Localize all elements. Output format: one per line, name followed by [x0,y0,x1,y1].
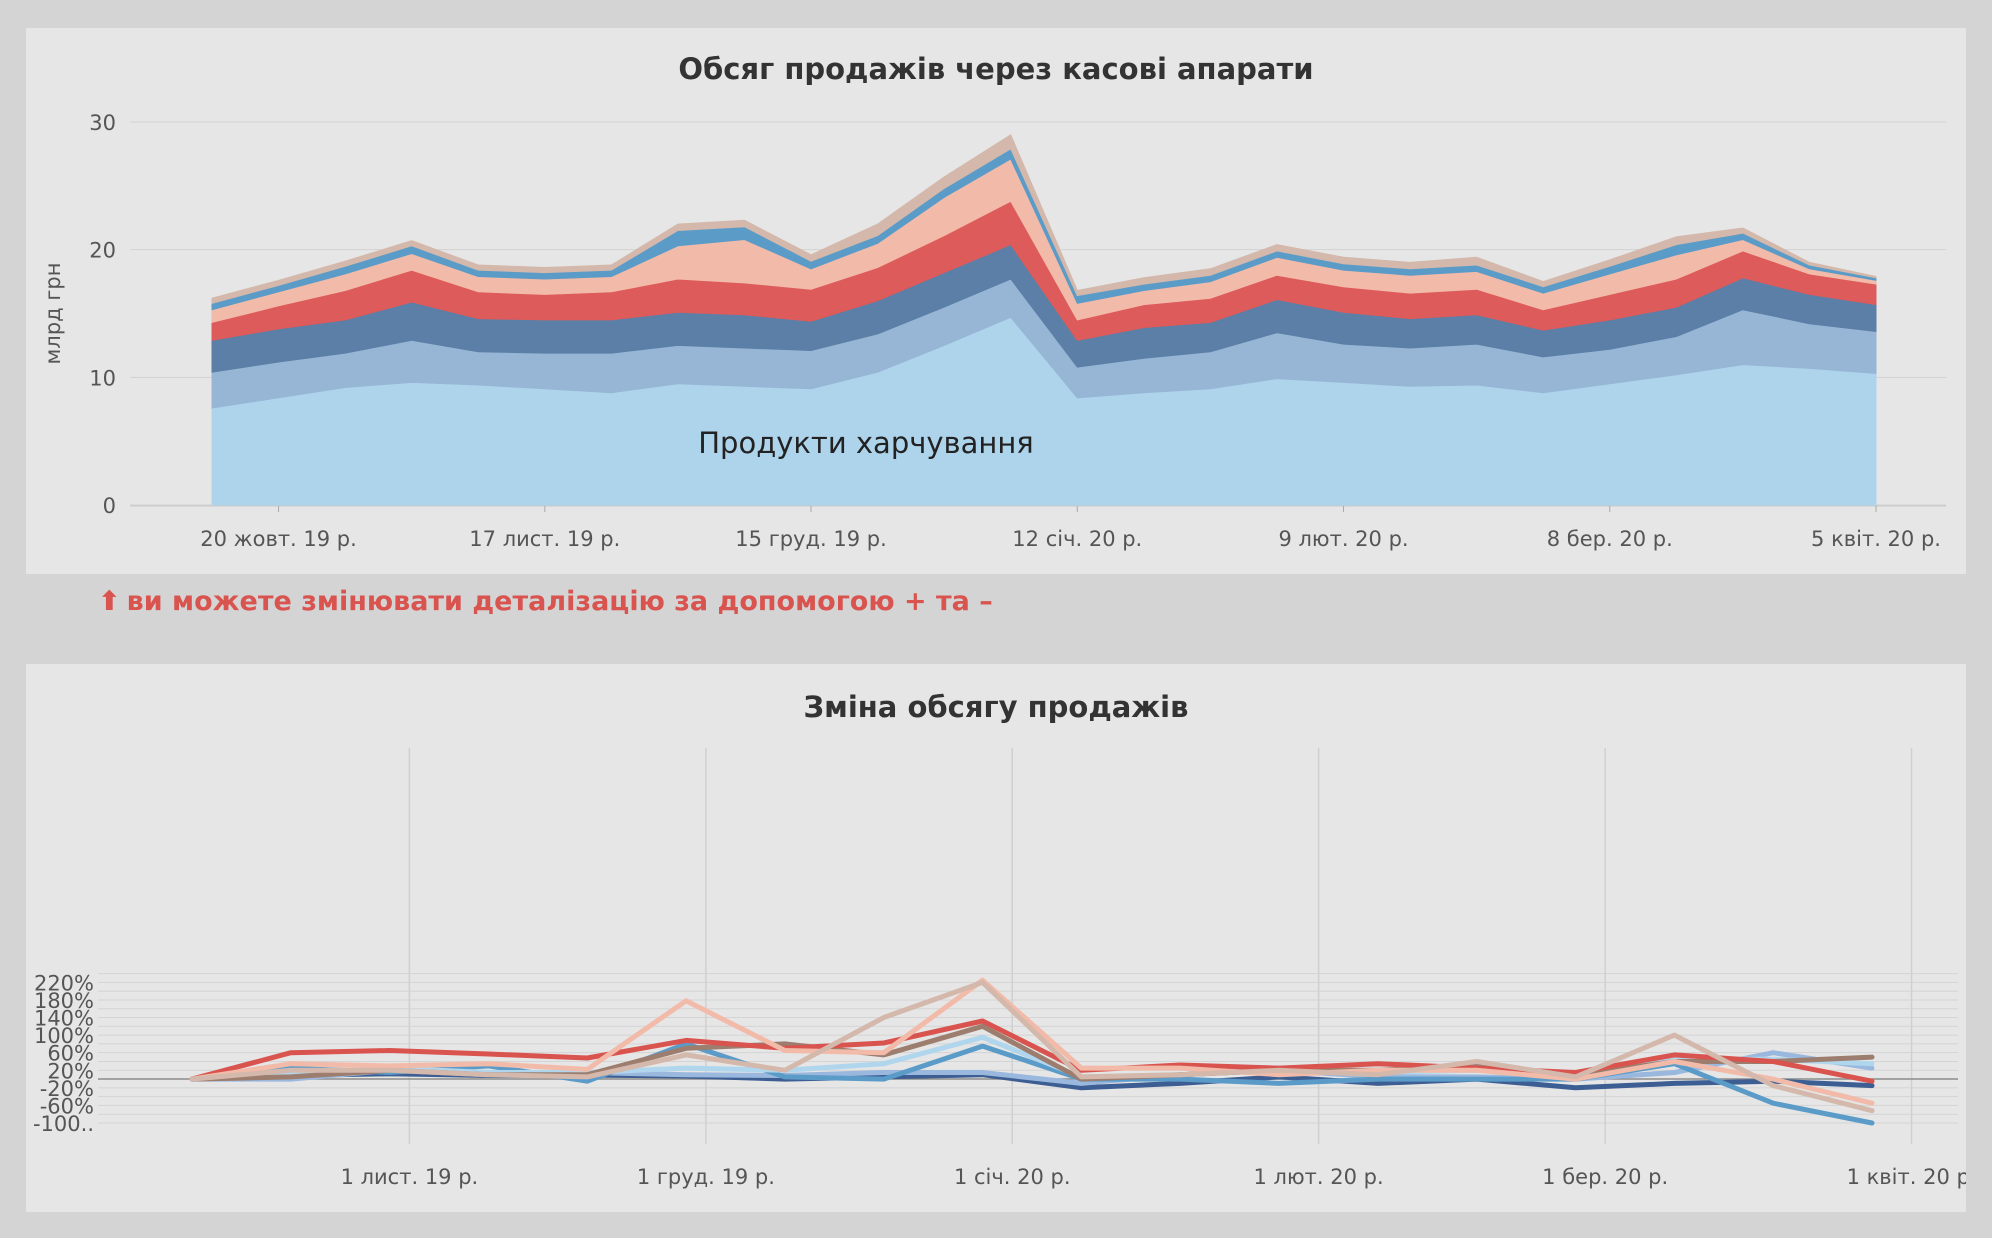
detail-hint-text: ви можете змінювати деталізацію за допом… [126,586,993,617]
x-tick-label: 1 лист. 19 р. [341,1165,479,1189]
line-chart[interactable]: 220%180%140%100%60%20%-20%-60%-100.. 1 ли… [26,664,1966,1212]
x-tick-label: 1 бер. 20 р. [1542,1165,1668,1189]
y-tick-label: 180% [34,989,94,1013]
x-tick-label: 1 груд. 19 р. [637,1165,775,1189]
x-tick-label: 1 квіт. 20 р. [1847,1165,1966,1189]
x-tick-label: 5 квіт. 20 р. [1811,527,1941,551]
y-tick-label: 10 [89,366,116,390]
y-tick-label: 20 [89,239,116,263]
y-tick-label: -20% [40,1077,94,1101]
sales-volume-panel: Обсяг продажів через касові апарати 0 10 2… [26,28,1966,574]
x-tick-label: 17 лист. 19 р. [469,527,620,551]
y-tick-label: 140% [34,1007,94,1031]
line-series-7 [189,977,1875,1106]
x-tick-label: 12 січ. 20 р. [1012,527,1142,551]
sales-change-panel: Зміна обсягу продажів 220% 180% 140% 100% 60… [26,664,1966,1212]
y-tick-label: 220% [34,971,94,995]
up-arrow-icon: ⬆ [98,586,121,617]
y-tick-label: 30 [89,111,116,135]
stacked-area-chart[interactable]: 0 10 20 30 млрд грн Продукти харчування 20 жов… [26,28,1966,574]
x-tick-label: 8 бер. 20 р. [1547,527,1673,551]
y-tick-label: 100% [34,1024,94,1048]
x-tick-label: 1 січ. 20 р. [954,1165,1071,1189]
x-tick-label: 15 груд. 19 р. [735,527,886,551]
x-tick-label: 1 лют. 20 р. [1254,1165,1384,1189]
x-tick-label: 9 лют. 20 р. [1278,527,1408,551]
chart-title: Зміна обсягу продажів [803,690,1189,724]
y-tick-label: -60% [40,1094,94,1118]
area-series-7 [211,134,1877,304]
y-tick-label: 20% [47,1059,94,1083]
line-series-8 [189,979,1875,1114]
y-tick-label: -100.. [33,1112,94,1136]
chart-title: Обсяг продажів через касові апарати [678,52,1314,86]
y-tick-label: 60% [47,1042,94,1066]
y-tick-label: 0 [103,494,116,518]
y-axis-label: млрд грн [41,263,65,365]
area-label: Продукти харчування [698,426,1034,460]
x-tick-label: 20 жовт. 19 р. [200,527,357,551]
detail-hint: ⬆ ви можете змінювати деталізацію за допо… [98,586,993,617]
